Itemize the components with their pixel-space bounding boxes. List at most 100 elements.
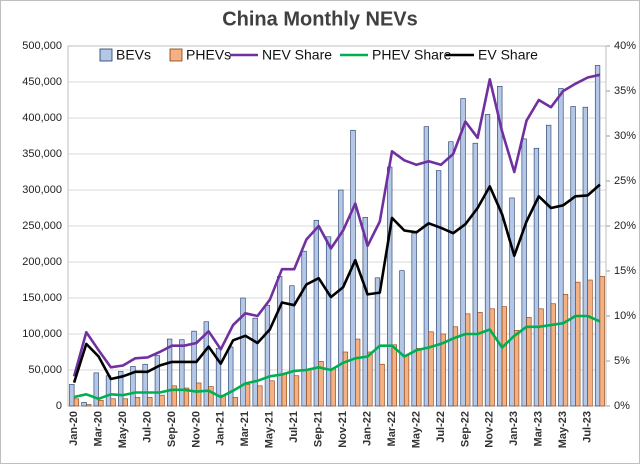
bar	[93, 372, 99, 407]
line	[72, 183, 601, 383]
y2-tick-label: 15%	[614, 265, 636, 277]
bar	[546, 124, 552, 407]
y-tick-label: 350,000	[22, 148, 62, 160]
x-tick-label: Jul-23	[582, 411, 594, 443]
bar	[208, 386, 214, 407]
bar	[575, 281, 581, 407]
bar	[391, 344, 397, 407]
bar	[342, 351, 349, 407]
bar	[460, 98, 466, 407]
bar	[293, 375, 300, 407]
line	[73, 314, 601, 401]
x-tick-label: Sep-21	[313, 411, 325, 447]
bar	[582, 106, 588, 407]
bar	[203, 321, 209, 407]
bar	[599, 276, 605, 407]
bar	[196, 382, 202, 407]
y-tick-label: 450,000	[22, 76, 62, 88]
bar	[325, 236, 332, 407]
x-tick-label: Sep-22	[459, 411, 471, 447]
x-tick-label: Nov-21	[337, 411, 349, 448]
x-tick-label: Jan-23	[508, 411, 520, 446]
bar	[318, 361, 324, 407]
y-tick-label: 200,000	[22, 256, 62, 268]
legend-swatch	[169, 48, 183, 62]
x-tick-label: Jan-22	[361, 411, 373, 446]
bar	[509, 197, 515, 407]
bar	[240, 297, 246, 407]
bar	[367, 351, 373, 407]
bar	[86, 404, 92, 407]
bar	[69, 384, 75, 407]
bar	[497, 86, 503, 407]
x-tick-label: Jul-22	[435, 411, 447, 443]
y-tick-label: 300,000	[22, 184, 62, 196]
bar	[81, 402, 87, 407]
bar	[281, 373, 287, 407]
bar	[435, 170, 442, 407]
bar	[533, 147, 540, 407]
x-tick-label: Jul-20	[141, 411, 153, 443]
bar	[159, 394, 165, 407]
bar	[362, 217, 368, 407]
legend-swatch	[99, 48, 113, 62]
y-tick-label: 0	[56, 400, 62, 412]
bar	[558, 88, 564, 407]
bar	[306, 369, 312, 407]
bar	[118, 371, 124, 407]
y2-tick-label: 35%	[614, 85, 636, 97]
bar	[264, 304, 271, 407]
bar	[73, 398, 80, 407]
bar	[110, 398, 116, 407]
bar	[562, 294, 569, 407]
bar	[374, 277, 381, 407]
bar	[440, 333, 446, 407]
x-tick-label: Jul-21	[288, 411, 300, 443]
plot-frame	[67, 45, 607, 407]
legend-label: NEV Share	[262, 47, 332, 63]
bar	[269, 380, 275, 407]
x-tick-label: Jan-20	[68, 411, 80, 446]
x-tick-label: Nov-22	[484, 411, 496, 448]
x-tick-label: May-21	[264, 411, 276, 448]
bar	[452, 326, 459, 407]
legend-label: BEVs	[116, 47, 151, 63]
x-tick-label: May-20	[117, 411, 129, 448]
bar	[526, 317, 532, 407]
bar	[411, 232, 417, 407]
bar	[301, 250, 307, 407]
bar	[594, 65, 601, 407]
bar	[379, 363, 385, 407]
y2-tick-label: 40%	[614, 40, 636, 52]
y-tick-label: 50,000	[28, 364, 62, 376]
bar	[477, 312, 483, 407]
x-tick-label: May-23	[557, 411, 569, 448]
bar	[179, 339, 185, 407]
bar	[338, 189, 344, 407]
y2-tick-label: 5%	[614, 355, 630, 367]
bar	[105, 375, 112, 407]
bar	[550, 303, 556, 407]
y-tick-label: 150,000	[22, 292, 62, 304]
bar	[428, 331, 434, 407]
bar	[166, 338, 173, 407]
bar	[183, 387, 190, 407]
bar	[313, 219, 319, 407]
y2-tick-label: 10%	[614, 310, 636, 322]
bar	[448, 141, 454, 407]
bar	[465, 313, 471, 407]
x-tick-label: May-22	[410, 411, 422, 448]
bar	[122, 398, 128, 407]
bar	[489, 308, 495, 407]
bar	[538, 308, 544, 407]
chart-title: China Monthly NEVs	[222, 8, 418, 30]
bar	[570, 106, 576, 407]
bar	[513, 330, 520, 407]
y-tick-label: 100,000	[22, 328, 62, 340]
y2-tick-label: 0%	[614, 400, 630, 412]
x-tick-label: Sep-20	[166, 411, 178, 447]
bar	[191, 330, 197, 407]
bar	[484, 114, 491, 407]
bar	[154, 355, 161, 407]
y-tick-label: 250,000	[22, 220, 62, 232]
